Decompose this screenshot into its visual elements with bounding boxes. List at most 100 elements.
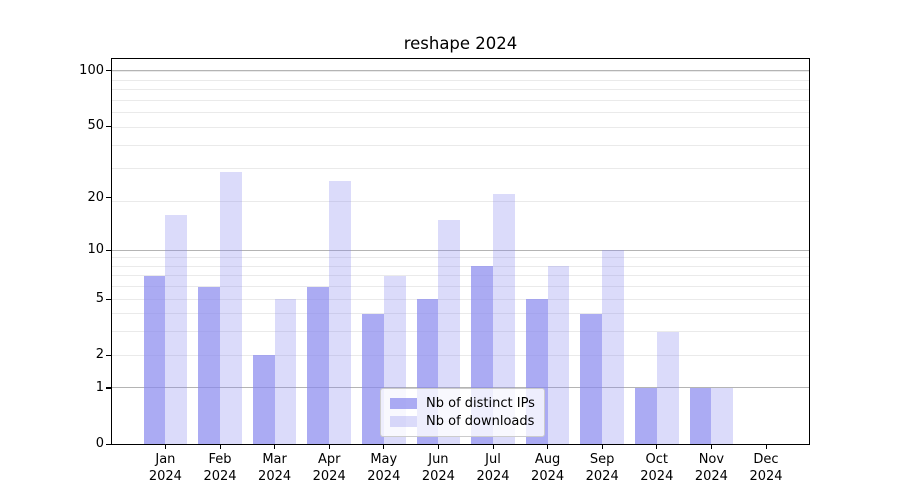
- x-tick-label: Jan 2024: [137, 451, 193, 485]
- x-tick-label: May 2024: [356, 451, 412, 485]
- minor-gridline: [112, 71, 809, 73]
- x-tick-mark: [492, 445, 494, 449]
- x-tick-mark: [601, 445, 603, 449]
- y-tick-label: 2: [95, 347, 104, 363]
- legend-item-downloads: Nb of downloads: [390, 414, 535, 429]
- y-tick-label: 100: [79, 62, 104, 78]
- x-tick-label-month: May: [370, 452, 398, 467]
- y-tick-label: 20: [87, 189, 104, 205]
- x-tick-label: Oct 2024: [629, 451, 685, 485]
- x-tick-label-month: Nov: [698, 452, 725, 467]
- minor-gridline: [112, 286, 809, 288]
- x-tick-label-month: Oct: [645, 452, 669, 467]
- x-tick-mark: [710, 445, 713, 449]
- x-tick-label-month: Apr: [317, 452, 341, 467]
- legend-swatch-distinct-ips: [390, 398, 417, 409]
- minor-gridline: [112, 79, 809, 81]
- minor-gridline: [112, 354, 809, 356]
- x-tick-mark: [164, 445, 167, 449]
- y-tick-mark: [106, 387, 112, 389]
- major-gridline: [112, 70, 809, 72]
- x-tick-label: Nov 2024: [683, 451, 739, 485]
- x-tick-mark: [383, 445, 385, 449]
- minor-gridline: [112, 313, 809, 315]
- bar-downloads-jul: [493, 194, 515, 444]
- bar-downloads-feb: [220, 171, 242, 444]
- x-tick-label: Feb 2024: [192, 451, 248, 485]
- minor-gridline: [112, 265, 809, 267]
- minor-gridline: [112, 298, 809, 300]
- legend-label-distinct-ips: Nb of distinct IPs: [426, 396, 535, 411]
- minor-gridline: [112, 201, 809, 203]
- bar-distinct-ips-nov: [689, 387, 712, 444]
- minor-gridline: [112, 257, 809, 259]
- y-tick-label: 5: [95, 291, 104, 307]
- x-tick-label-year: 2024: [531, 469, 565, 484]
- y-tick-mark: [106, 443, 112, 445]
- x-tick-label: Jun 2024: [410, 451, 466, 485]
- x-tick-mark: [547, 445, 549, 449]
- y-tick-mark: [106, 298, 112, 300]
- bar-distinct-ips-apr: [307, 286, 330, 444]
- bar-distinct-ips-sep: [580, 313, 603, 444]
- x-tick-label: Jul 2024: [465, 451, 521, 485]
- y-tick-mark: [106, 125, 112, 127]
- minor-gridline: [112, 275, 809, 277]
- legend-swatch-downloads: [390, 416, 417, 427]
- x-tick-label-month: Aug: [534, 452, 561, 467]
- x-tick-mark: [765, 445, 767, 449]
- bar-downloads-mar: [274, 299, 297, 444]
- legend-item-distinct-ips: Nb of distinct IPs: [390, 396, 535, 411]
- y-tick-mark: [106, 249, 112, 251]
- x-tick-label-year: 2024: [203, 469, 237, 484]
- x-tick-label: Aug 2024: [520, 451, 576, 485]
- bar-downloads-apr: [329, 180, 351, 444]
- y-tick-label: 1: [95, 379, 104, 395]
- minor-gridline: [112, 89, 809, 91]
- major-gridline: [112, 387, 809, 389]
- bar-downloads-oct: [656, 331, 679, 444]
- x-tick-label: Apr 2024: [301, 451, 357, 485]
- x-tick-mark: [219, 445, 221, 449]
- major-gridline: [112, 249, 809, 251]
- x-tick-label-year: 2024: [694, 469, 728, 484]
- minor-gridline: [112, 112, 809, 114]
- x-tick-label-year: 2024: [258, 469, 292, 484]
- bar-distinct-ips-may: [362, 313, 384, 444]
- bar-distinct-ips-oct: [635, 387, 657, 444]
- minor-gridline: [112, 145, 809, 147]
- x-tick-label-year: 2024: [585, 469, 619, 484]
- x-tick-label-month: Feb: [208, 452, 232, 467]
- x-tick-label: Mar 2024: [247, 451, 303, 485]
- y-tick-label: 0: [95, 436, 104, 451]
- bar-distinct-ips-jan: [143, 275, 166, 444]
- minor-gridline: [112, 331, 809, 333]
- x-tick-label-year: 2024: [749, 469, 783, 484]
- legend: Nb of distinct IPs Nb of downloads: [380, 388, 545, 437]
- x-tick-label-year: 2024: [367, 469, 401, 484]
- x-tick-mark: [328, 445, 330, 449]
- y-tick-mark: [106, 354, 112, 356]
- chart-title: reshape 2024: [403, 34, 518, 53]
- x-tick-label-month: Jun: [428, 452, 449, 467]
- x-tick-label-year: 2024: [476, 469, 510, 484]
- x-tick-label-month: Jul: [485, 452, 501, 467]
- y-tick-mark: [106, 197, 112, 199]
- x-tick-label-year: 2024: [312, 469, 346, 484]
- bar-downloads-aug: [547, 266, 570, 444]
- bar-downloads-jan: [165, 214, 188, 444]
- bar-downloads-sep: [602, 250, 624, 444]
- x-tick-mark: [656, 445, 658, 449]
- minor-gridline: [112, 127, 809, 129]
- y-tick-label: 50: [87, 118, 104, 134]
- minor-gridline: [112, 99, 809, 101]
- bar-distinct-ips-feb: [198, 286, 220, 444]
- x-tick-label-month: Dec: [753, 452, 779, 467]
- x-tick-label-year: 2024: [148, 469, 182, 484]
- x-tick-mark: [437, 445, 440, 449]
- bar-downloads-jun: [438, 219, 461, 444]
- x-tick-label: Sep 2024: [574, 451, 630, 485]
- bar-downloads-nov: [711, 387, 734, 444]
- y-tick-mark: [106, 70, 112, 72]
